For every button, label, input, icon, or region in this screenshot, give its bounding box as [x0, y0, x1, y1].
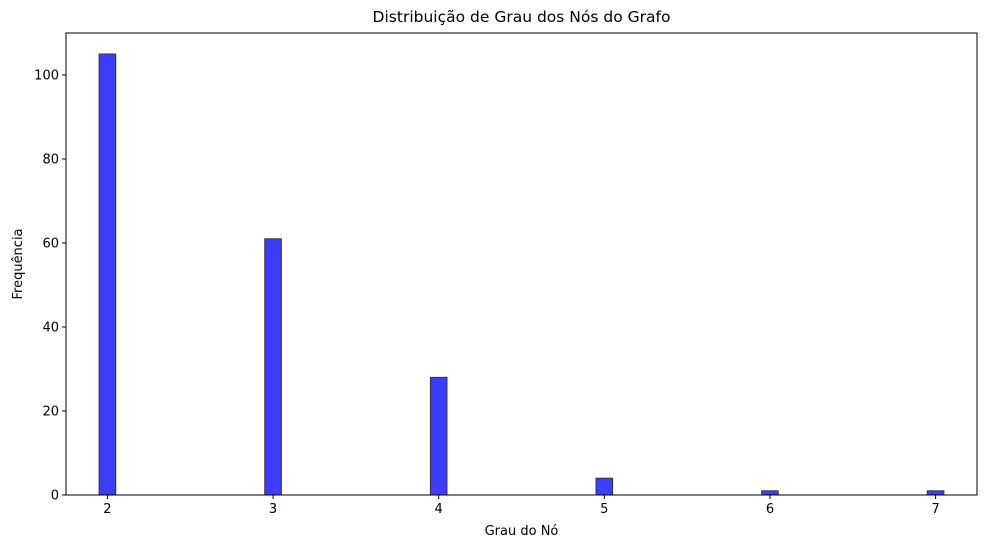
- y-axis-title: Frequência: [11, 228, 26, 299]
- x-axis-title: Grau do Nó: [485, 524, 559, 539]
- chart-title: Distribuição de Grau dos Nós do Grafo: [373, 8, 671, 26]
- y-tick-label: 20: [42, 405, 59, 420]
- y-tick-label: 0: [51, 489, 59, 504]
- plot-frame: [65, 32, 978, 496]
- y-tick-label: 60: [42, 237, 59, 252]
- bar-2: [98, 53, 117, 496]
- x-tick-label: 2: [103, 502, 111, 517]
- x-tick-label: 6: [766, 502, 774, 517]
- y-tick-label: 80: [42, 153, 59, 168]
- bars-group: [98, 53, 945, 496]
- bar-3: [264, 238, 282, 496]
- x-tick-label: 5: [600, 502, 608, 517]
- bar-6: [761, 490, 779, 496]
- bar-4: [429, 376, 448, 496]
- y-tick-label: 100: [34, 69, 59, 84]
- x-tick-label: 3: [269, 502, 277, 517]
- bar-7: [926, 490, 945, 496]
- x-tick-label: 7: [931, 502, 939, 517]
- x-axis: 2 3 4 5 6 7: [103, 495, 940, 517]
- y-tick-label: 40: [42, 321, 59, 336]
- x-tick-label: 4: [435, 502, 443, 517]
- bar-5: [595, 477, 614, 496]
- y-axis: 0 20 40 60 80 100: [34, 69, 66, 504]
